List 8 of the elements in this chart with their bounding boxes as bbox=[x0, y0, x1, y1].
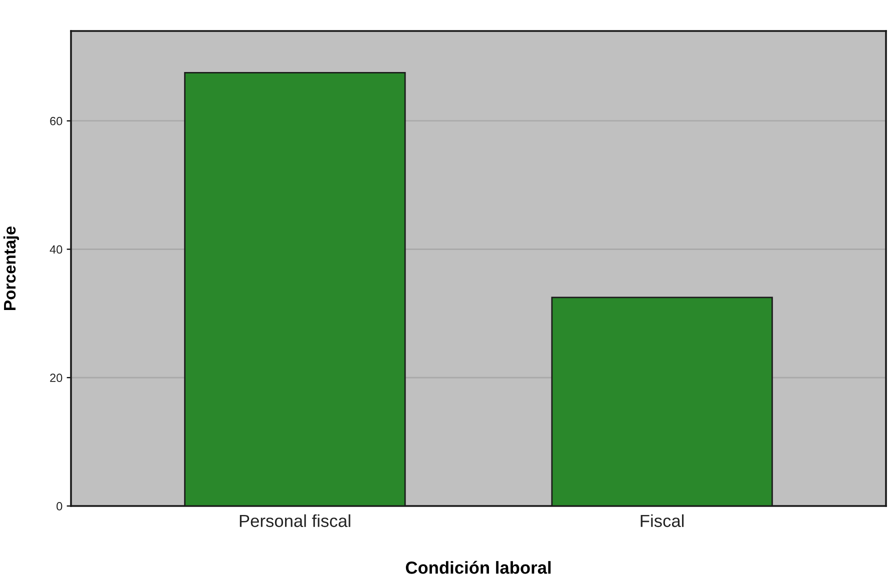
y-tick-label: 40 bbox=[50, 245, 62, 254]
x-tick-label: Personal fiscal bbox=[240, 514, 350, 528]
x-axis-title: Condición laboral bbox=[406, 560, 551, 574]
y-tick-label: 0 bbox=[56, 502, 62, 510]
y-tick-label: 20 bbox=[50, 374, 62, 382]
y-tick-label: 60 bbox=[50, 116, 62, 126]
y-axis-title: Porcentaje bbox=[3, 226, 19, 310]
x-tick-label: Fiscal bbox=[640, 514, 684, 528]
